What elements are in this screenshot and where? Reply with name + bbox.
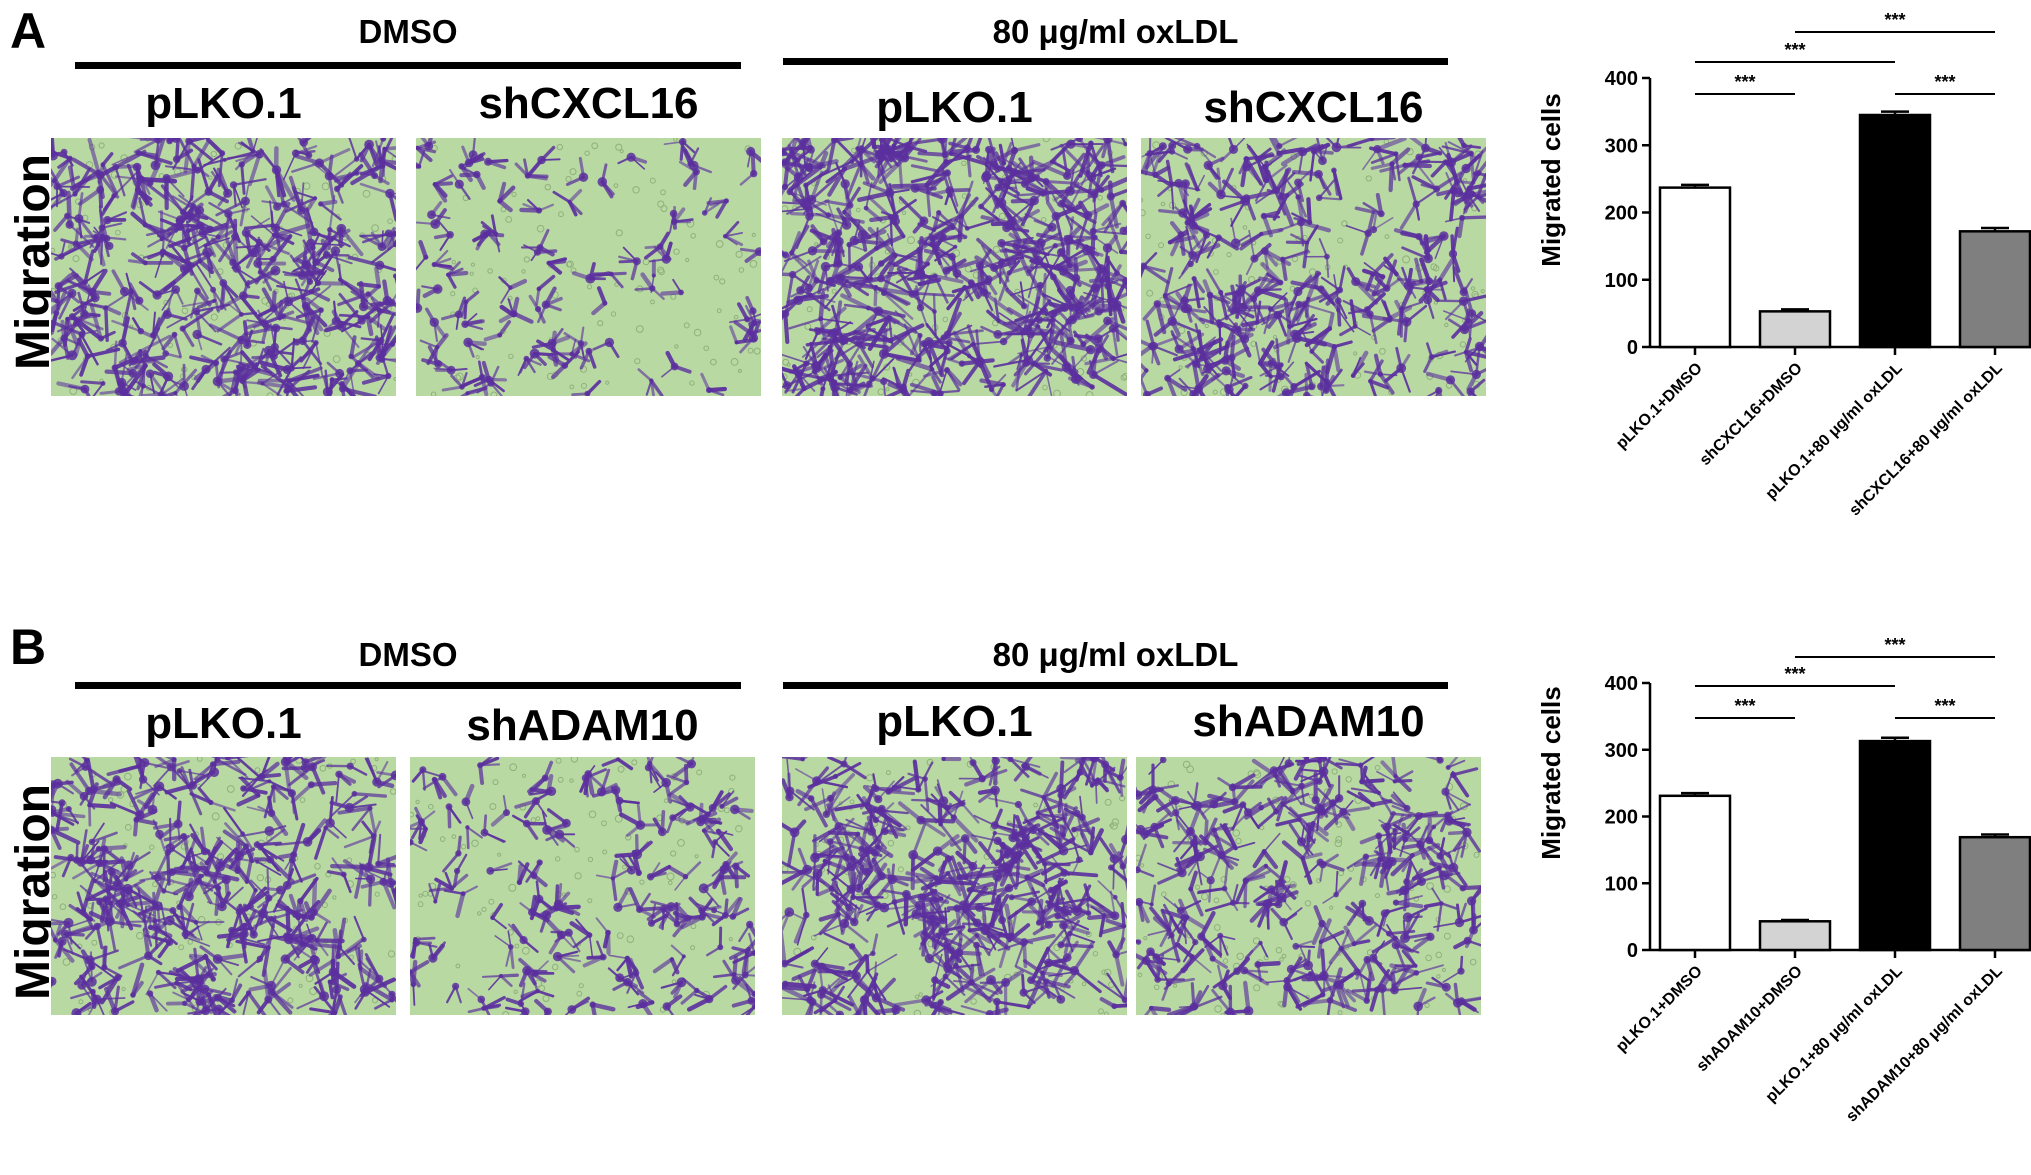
y-tick-label: 200 — [1605, 203, 1638, 225]
micrograph-a-plko1-oxldl — [782, 138, 1127, 396]
panel-label-b: B — [10, 619, 47, 675]
significance-label: *** — [1734, 72, 1755, 92]
y-tick-label: 0 — [1627, 337, 1638, 359]
micrograph-b-plko1-oxldl — [782, 757, 1127, 1015]
y-tick-label: 300 — [1605, 740, 1638, 762]
column-label-b-1: pLKO.1 — [145, 699, 302, 748]
significance-label: *** — [1784, 664, 1805, 684]
bar — [1758, 310, 1832, 349]
group-line-dmso-b — [75, 682, 741, 689]
micrograph-texture — [51, 757, 396, 1015]
micrograph-b-shadam10-dmso — [410, 757, 755, 1015]
significance-label: *** — [1934, 696, 1955, 716]
micrograph-a-shcxcl16-oxldl — [1141, 138, 1486, 396]
bar — [1658, 186, 1732, 349]
significance-label: *** — [1884, 10, 1905, 30]
bar-chart-a: Migrated cells 0 100 200 300 400 pLKO.1+DMSOs… — [1536, 10, 2031, 519]
x-tick-label: pLKO.1+DMSO — [1613, 963, 1706, 1056]
micrograph-texture — [782, 138, 1127, 396]
column-label-a-1: pLKO.1 — [145, 79, 302, 128]
panel-label-a: A — [10, 3, 47, 59]
bar — [1958, 230, 2031, 349]
micrograph-texture — [416, 138, 761, 396]
column-label-a-4: shCXCL16 — [1203, 83, 1424, 132]
y-tick-label: 400 — [1605, 68, 1638, 90]
bar — [1858, 113, 1932, 349]
significance-label: *** — [1934, 72, 1955, 92]
column-label-a-3: pLKO.1 — [876, 83, 1033, 132]
micrograph-texture — [1141, 138, 1486, 396]
column-label-b-3: pLKO.1 — [876, 697, 1033, 746]
group-line-dmso-a — [75, 62, 741, 69]
group-label-dmso-b: DMSO — [358, 636, 458, 673]
bar — [1858, 739, 1932, 952]
column-label-a-2: shCXCL16 — [478, 79, 699, 128]
x-tick-label: pLKO.1+DMSO — [1613, 360, 1706, 453]
bar-chart-b: Migrated cells 0100200300400pLKO.1+DMSOs… — [1536, 635, 2031, 1126]
group-label-oxldl-a: 80 μg/ml oxLDL — [992, 13, 1239, 50]
y-tick-label: 100 — [1605, 873, 1638, 895]
y-tick-label: 200 — [1605, 807, 1638, 829]
bar — [1658, 794, 1732, 952]
micrograph-texture — [410, 757, 755, 1015]
significance-label: *** — [1784, 40, 1805, 60]
significance-label: *** — [1884, 635, 1905, 655]
micrograph-texture — [782, 757, 1127, 1015]
group-label-oxldl-b: 80 μg/ml oxLDL — [992, 636, 1239, 673]
x-tick-label: shADAM10+80 μg/ml oxLDL — [1843, 963, 2006, 1126]
micrograph-texture — [51, 138, 396, 396]
column-label-b-4: shADAM10 — [1192, 697, 1425, 746]
micrograph-b-plko1-dmso — [51, 757, 396, 1015]
bar — [1958, 835, 2031, 952]
y-axis-label: Migrated cells — [1536, 686, 1566, 859]
group-line-oxldl-a — [783, 58, 1448, 65]
micrograph-a-shcxcl16-dmso — [416, 138, 761, 396]
y-tick-label: 400 — [1605, 673, 1638, 695]
group-label-dmso-a: DMSO — [358, 13, 458, 50]
x-tick-label: shADAM10+DMSO — [1694, 963, 1806, 1075]
y-tick-label: 100 — [1605, 270, 1638, 292]
micrograph-b-shadam10-oxldl — [1136, 757, 1481, 1015]
column-label-b-2: shADAM10 — [466, 701, 699, 750]
micrograph-a-plko1-dmso — [51, 138, 396, 396]
group-line-oxldl-b — [783, 682, 1448, 689]
y-tick-label: 300 — [1605, 135, 1638, 157]
significance-label: *** — [1734, 696, 1755, 716]
x-tick-label: shCXCL16+DMSO — [1697, 360, 1806, 469]
y-axis-label: Migrated cells — [1536, 93, 1566, 266]
bar — [1758, 920, 1832, 952]
y-tick-label: 0 — [1627, 940, 1638, 962]
micrograph-texture — [1136, 757, 1481, 1015]
